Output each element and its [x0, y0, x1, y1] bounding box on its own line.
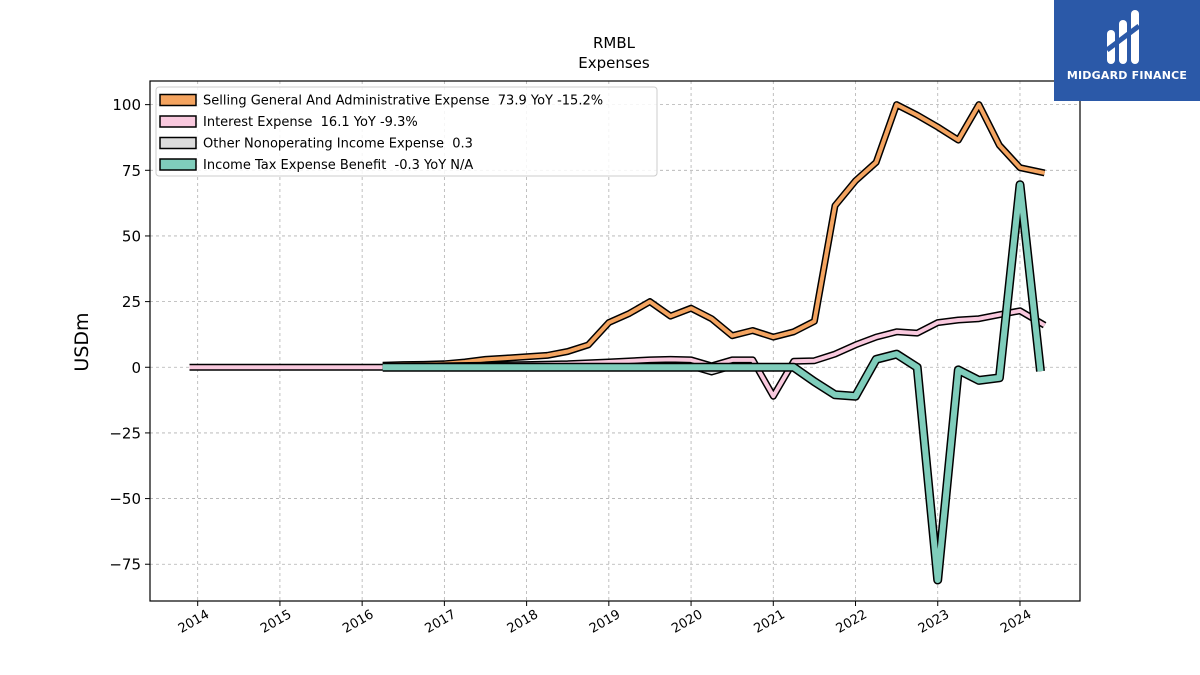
series-line-3	[382, 180, 1045, 585]
series-lines	[189, 101, 1047, 585]
legend-label: Selling General And Administrative Expen…	[203, 94, 603, 109]
brand-logo: MIDGARD FINANCE	[1054, 0, 1200, 101]
y-tick-label: 25	[122, 293, 141, 311]
y-tick-label: 0	[131, 359, 141, 377]
series-path	[382, 102, 1046, 368]
series-path	[382, 181, 1044, 583]
legend-swatch	[159, 158, 197, 171]
y-axis: −75 −50 −25 0 25 50 75 100	[109, 96, 150, 574]
y-tick-label: 75	[122, 162, 141, 180]
legend-box	[155, 86, 658, 177]
chart-title: RMBL	[593, 34, 636, 52]
legend-swatch	[159, 93, 197, 107]
series-line-0	[382, 101, 1046, 369]
brand-name: MIDGARD FINANCE	[1066, 69, 1188, 82]
y-tick-label: −50	[109, 490, 141, 508]
chart-subtitle: Expenses	[578, 54, 650, 72]
legend-label: Interest Expense 16.1 YoY -9.3%	[203, 115, 418, 130]
legend: Selling General And Administrative Expen…	[155, 86, 658, 177]
y-tick-label: 100	[112, 96, 141, 114]
legend-label: Income Tax Expense Benefit -0.3 YoY N/A	[203, 158, 473, 173]
y-axis-label: USDm	[71, 312, 93, 371]
y-tick-label: −25	[109, 424, 141, 442]
legend-label: Other Nonoperating Income Expense 0.3	[203, 137, 473, 152]
legend-swatch	[159, 136, 197, 150]
y-tick-label: −75	[109, 556, 141, 574]
legend-swatch	[159, 115, 197, 128]
plot-frame	[149, 80, 1081, 602]
brand-mark-icon	[1105, 10, 1141, 64]
y-tick-label: 50	[122, 227, 141, 245]
